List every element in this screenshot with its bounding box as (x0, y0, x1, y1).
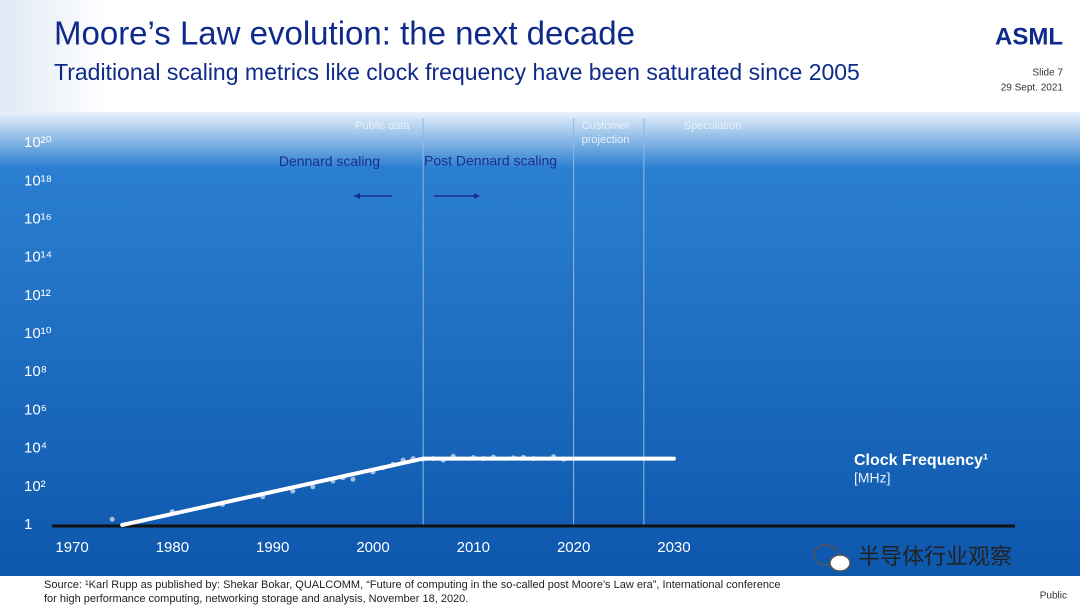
source-2: for high performance computing, networki… (44, 593, 468, 605)
region-label: Public data (355, 120, 410, 132)
classification: Public (1040, 591, 1067, 602)
y-tick-label: 10¹⁸ (24, 172, 52, 189)
y-tick-label: 10¹⁶ (24, 210, 52, 227)
data-point (350, 476, 356, 482)
y-tick-label: 10¹⁴ (24, 249, 52, 266)
y-tick-label: 10²⁰ (24, 134, 52, 151)
series-unit: [MHz] (854, 470, 891, 486)
date: 29 Sept. 2021 (1001, 83, 1064, 94)
arrow-head (354, 193, 360, 199)
x-tick-label: 2020 (557, 539, 590, 556)
y-tick-label: 10⁸ (24, 363, 47, 380)
post-dennard-label: Post Dennard scaling (424, 153, 557, 169)
watermark: 半导体行业观察 (858, 544, 1012, 569)
y-tick-label: 10¹⁰ (24, 325, 52, 342)
series-line (120, 456, 676, 527)
y-tick-label: 10² (24, 478, 46, 495)
chart-bg (0, 112, 1080, 576)
dennard-label: Dennard scaling (279, 153, 380, 169)
data-point (109, 516, 115, 522)
y-tick-label: 1 (24, 516, 32, 533)
x-tick-label: 1980 (156, 539, 189, 556)
y-tick-label: 10⁶ (24, 401, 47, 418)
source-1: Source: ¹Karl Rupp as published by: Shek… (44, 579, 781, 591)
region-label: Customer projection (582, 120, 633, 146)
slide-number: Slide 7 (1032, 68, 1063, 79)
title: Moore’s Law evolution: the next decade (54, 15, 635, 52)
x-tick-label: 1970 (55, 539, 88, 556)
y-tick-label: 10¹² (24, 287, 51, 304)
x-tick-label: 2030 (657, 539, 690, 556)
x-tick-label: 2010 (457, 539, 490, 556)
data-point (310, 484, 316, 490)
logo: ASML (995, 23, 1063, 50)
x-tick-label: 1990 (256, 539, 289, 556)
subtitle: Traditional scaling metrics like clock f… (54, 59, 860, 85)
y-tick-label: 10⁴ (24, 440, 47, 457)
series-label: Clock Frequency¹ (854, 452, 988, 469)
header-bg (0, 0, 1080, 112)
region-label: Speculation (684, 120, 742, 132)
dennard-text: Dennard scaling (279, 153, 380, 169)
x-tick-label: 2000 (356, 539, 389, 556)
watermark-icon (813, 544, 851, 572)
arrow-head (474, 193, 480, 199)
data-point (290, 488, 296, 494)
